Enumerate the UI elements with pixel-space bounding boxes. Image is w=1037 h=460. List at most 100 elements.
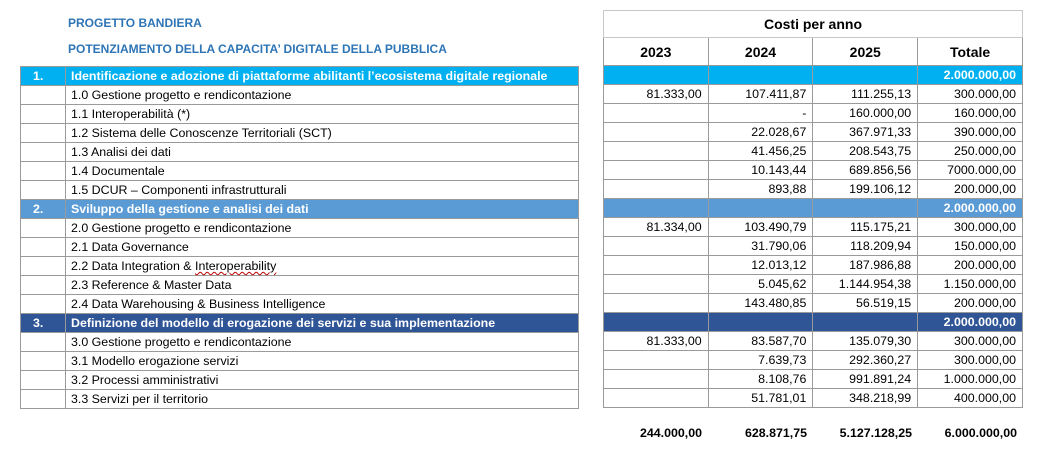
activity-row: 3.2 Processi amministrativi — [20, 370, 579, 390]
cost-cell-2023: 81.334,00 — [603, 217, 709, 237]
activity-label: 1.0 Gestione progetto e rendicontazione — [65, 85, 579, 105]
cost-cell-2024: 51.781,01 — [707, 388, 814, 408]
row-number-cell — [20, 85, 66, 105]
cost-cell-2025: 1.144.954,38 — [812, 274, 919, 294]
cost-cell-2023 — [603, 236, 709, 256]
section-label: Identificazione e adozione di piattaform… — [65, 66, 579, 86]
cost-cell-2024: 103.490,79 — [707, 217, 814, 237]
cost-cell-2024: 107.411,87 — [707, 84, 814, 104]
cost-cell-2025: 187.986,88 — [812, 255, 919, 275]
row-number-cell — [20, 294, 66, 314]
year-header: 2023 — [603, 37, 709, 66]
activity-row: 1.3 Analisi dei dati — [20, 142, 579, 162]
grand-total: 6.000.000,00 — [944, 426, 1017, 440]
cost-cell-2023 — [603, 312, 709, 332]
total-cell: 300.000,00 — [917, 331, 1023, 351]
cost-cell-2024: 83.587,70 — [707, 331, 814, 351]
cost-row: 22.028,67 367.971,33 390.000,00 — [603, 122, 1023, 142]
activity-row: 1.4 Documentale — [20, 161, 579, 181]
year-header: 2025 — [812, 37, 919, 66]
activity-label: 3.3 Servizi per il territorio — [65, 389, 579, 409]
cost-cell-2025: 118.209,94 — [812, 236, 919, 256]
cost-row: 51.781,01 348.218,99 400.000,00 — [603, 388, 1023, 408]
cost-row: 12.013,12 187.986,88 200.000,00 — [603, 255, 1023, 275]
row-number-cell — [20, 180, 66, 200]
total-cell: 1.150.000,00 — [917, 274, 1023, 294]
cost-cell-2023 — [603, 103, 709, 123]
total-cell: 300.000,00 — [917, 217, 1023, 237]
cost-cell-2023 — [603, 255, 709, 275]
cost-cell-2024: 10.143,44 — [707, 160, 814, 180]
activity-label: 1.5 DCUR – Componenti infrastrutturali — [65, 180, 579, 200]
activity-label: 3.0 Gestione progetto e rendicontazione — [65, 332, 579, 352]
grand-total-2024: 628.871,75 — [744, 426, 807, 440]
activity-label: 2.2 Data Integration & Interoperability — [65, 256, 579, 276]
activity-row: 1.5 DCUR – Componenti infrastrutturali — [20, 180, 579, 200]
total-cell: 300.000,00 — [917, 84, 1023, 104]
activity-row: 2.2 Data Integration & Interoperability — [20, 256, 579, 276]
total-cell: 160.000,00 — [917, 103, 1023, 123]
total-cell: 400.000,00 — [917, 388, 1023, 408]
activity-label: 1.1 Interoperabilità (*) — [65, 104, 579, 124]
cost-cell-2024: 5.045,62 — [707, 274, 814, 294]
section-label: Sviluppo della gestione e analisi dei da… — [65, 199, 579, 219]
total-cell: 200.000,00 — [917, 179, 1023, 199]
activity-label: 2.1 Data Governance — [65, 237, 579, 257]
row-number-cell — [20, 332, 66, 352]
cost-cell-2024: 7.639,73 — [707, 350, 814, 370]
cost-cell-2025: 160.000,00 — [812, 103, 919, 123]
cost-cell-2025: 115.175,21 — [812, 217, 919, 237]
cost-cell-2023 — [603, 65, 709, 85]
cost-cell-2023 — [603, 198, 709, 218]
cost-cell-2025: 689.856,56 — [812, 160, 919, 180]
row-number-cell — [20, 256, 66, 276]
cost-row: 10.143,44 689.856,56 7000.000,00 — [603, 160, 1023, 180]
cost-cell-2023 — [603, 179, 709, 199]
section-number: 1. — [20, 66, 66, 86]
total-cell: 2.000.000,00 — [917, 312, 1023, 332]
total-cell: 7000.000,00 — [917, 160, 1023, 180]
row-number-cell — [20, 275, 66, 295]
section-row: 1. Identificazione e adozione di piattafo… — [20, 66, 579, 86]
activity-row: 2.0 Gestione progetto e rendicontazione — [20, 218, 579, 238]
cost-cell-2025: 208.543,75 — [812, 141, 919, 161]
cost-row: -160.000,00 160.000,00 — [603, 103, 1023, 123]
activity-row: 2.3 Reference & Master Data — [20, 275, 579, 295]
cost-cell-2024: 893,88 — [707, 179, 814, 199]
cost-cell-2023 — [603, 122, 709, 142]
cost-cell-2023 — [603, 293, 709, 313]
cost-cell-2023 — [603, 388, 709, 408]
activity-row: 1.0 Gestione progetto e rendicontazione — [20, 85, 579, 105]
cost-cell-2025: 991.891,24 — [812, 369, 919, 389]
cost-cell-2024 — [707, 312, 814, 332]
row-number-cell — [20, 237, 66, 257]
section-number: 2. — [20, 199, 66, 219]
cost-cell-2025: 367.971,33 — [812, 122, 919, 142]
cost-cell-2025: 111.255,13 — [812, 84, 919, 104]
cost-cell-2023: 81.333,00 — [603, 331, 709, 351]
cost-cell-2025: 292.360,27 — [812, 350, 919, 370]
cost-cell-2025 — [812, 65, 919, 85]
activity-label: 2.3 Reference & Master Data — [65, 275, 579, 295]
cost-cell-2024 — [707, 198, 814, 218]
total-cell: 250.000,00 — [917, 141, 1023, 161]
row-number-cell — [20, 104, 66, 124]
cost-row: 81.333,00 83.587,70 135.079,30 300.000,00 — [603, 331, 1023, 351]
cost-cell-2024: 8.108,76 — [707, 369, 814, 389]
activity-label: 1.2 Sistema delle Conoscenze Territorial… — [65, 123, 579, 143]
section-label: Definizione del modello di erogazione de… — [65, 313, 579, 333]
cost-cell-2025: 348.218,99 — [812, 388, 919, 408]
cost-row: 143.480,85 56.519,15 200.000,00 — [603, 293, 1023, 313]
costs-table: Costi per anno 2023 2024 2025 Totale 2.0… — [603, 10, 1023, 408]
activity-row: 3.3 Servizi per il territorio — [20, 389, 579, 409]
cost-cell-2025: 199.106,12 — [812, 179, 919, 199]
activity-row: 3.1 Modello erogazione servizi — [20, 351, 579, 371]
activities-table: 1. Identificazione e adozione di piattafo… — [20, 66, 579, 409]
total-cell: 300.000,00 — [917, 350, 1023, 370]
activity-label: 1.4 Documentale — [65, 161, 579, 181]
activity-row: 2.4 Data Warehousing & Business Intellig… — [20, 294, 579, 314]
section-cost-row: 2.000.000,00 — [603, 312, 1023, 332]
cost-cell-2025: 135.079,30 — [812, 331, 919, 351]
cost-row: 5.045,62 1.144.954,38 1.150.000,00 — [603, 274, 1023, 294]
row-number-cell — [20, 123, 66, 143]
